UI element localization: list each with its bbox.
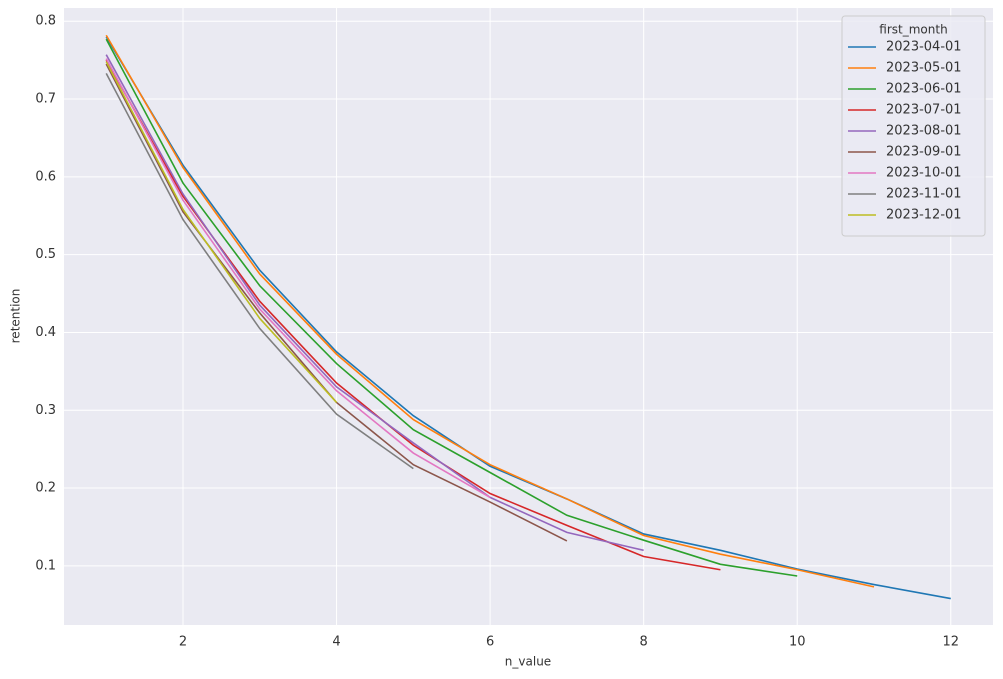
legend-label: 2023-12-01 <box>886 208 962 223</box>
legend-box <box>841 15 986 237</box>
y-tick-label: 0.2 <box>35 481 56 496</box>
legend-label: 2023-05-01 <box>886 61 962 76</box>
y-tick-label: 0.8 <box>35 14 56 29</box>
series-line <box>105 58 491 499</box>
legend-label: 2023-06-01 <box>886 82 962 97</box>
y-tick-label: 0.6 <box>35 169 56 184</box>
x-tick-label: 12 <box>942 635 959 650</box>
y-tick-label: 0.7 <box>35 92 56 107</box>
x-tick-label: 4 <box>332 635 340 650</box>
x-tick-label: 2 <box>179 635 187 650</box>
legend-label: 2023-04-01 <box>886 40 962 55</box>
y-tick-label: 0.3 <box>35 403 56 418</box>
series-line <box>105 34 875 588</box>
x-tick-label: 6 <box>486 635 494 650</box>
legend-label: 2023-10-01 <box>886 166 962 181</box>
y-tick-label: 0.4 <box>35 325 56 340</box>
series-line <box>105 38 798 577</box>
legend-label: 2023-07-01 <box>886 103 962 118</box>
legend-title: first_month <box>879 23 947 37</box>
legend-label: 2023-11-01 <box>886 187 962 202</box>
legend-label: 2023-09-01 <box>886 145 962 160</box>
y-tick-label: 0.5 <box>35 247 56 262</box>
x-tick-label: 10 <box>789 635 806 650</box>
x-axis-label: n_value <box>505 655 551 669</box>
y-axis-label: retention <box>9 289 23 344</box>
x-tick-label: 8 <box>640 635 648 650</box>
series-line <box>105 61 338 404</box>
series-line <box>105 54 644 552</box>
series-line <box>105 72 414 470</box>
legend-label: 2023-08-01 <box>886 124 962 139</box>
y-tick-label: 0.1 <box>35 558 56 573</box>
